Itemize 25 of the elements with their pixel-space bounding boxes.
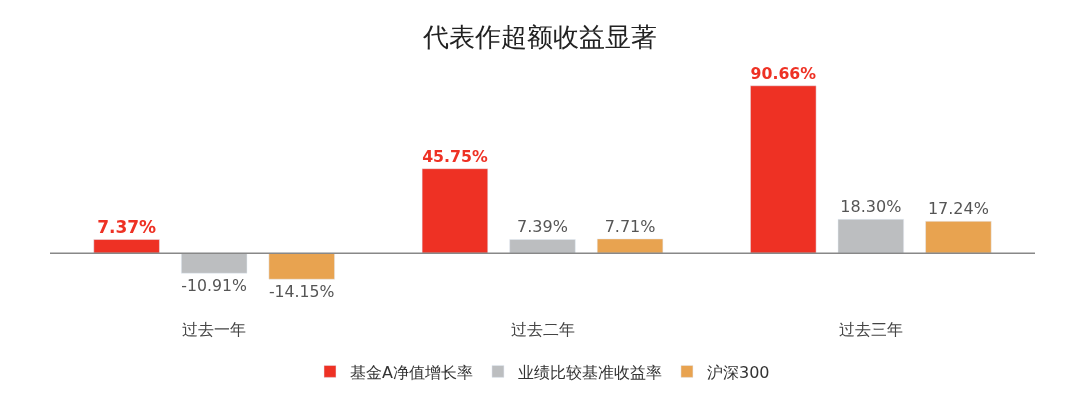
bar	[750, 85, 817, 254]
legend-label: 基金A净值增长率	[350, 362, 473, 382]
data-label: 90.66%	[750, 64, 817, 84]
data-label: -10.91%	[181, 276, 248, 296]
data-label: 17.24%	[927, 199, 989, 219]
data-label: 7.71%	[604, 216, 656, 236]
bar	[925, 221, 992, 254]
data-label: 18.30%	[840, 197, 902, 217]
bar	[181, 252, 248, 274]
data-label: -14.15%	[268, 282, 335, 301]
data-label: 45.75%	[422, 146, 488, 166]
bar	[421, 168, 489, 254]
chart-title: 代表作超额收益显著	[422, 22, 657, 53]
x-tick-label: 过去三年	[838, 320, 903, 339]
x-tick-label: 过去二年	[510, 320, 575, 339]
legend-label: 业绩比较基准收益率	[517, 362, 662, 382]
bar	[596, 238, 664, 254]
legend-label: 沪深300	[706, 362, 770, 382]
x-tick-label: 过去一年	[182, 320, 247, 339]
bar	[837, 219, 904, 254]
bar	[509, 239, 576, 254]
data-label: 7.39%	[517, 217, 568, 237]
data-label: 7.37%	[97, 216, 157, 237]
bar	[268, 252, 335, 280]
bar	[93, 239, 160, 254]
